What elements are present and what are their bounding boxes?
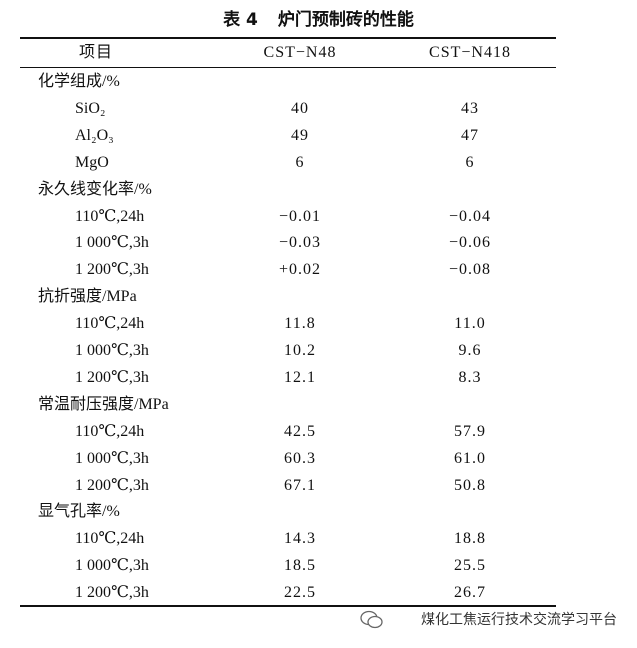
header-cell: 项目 bbox=[78, 44, 114, 61]
cell: 42.5 bbox=[284, 422, 316, 440]
row-label: MgO bbox=[75, 153, 109, 171]
cell: 57.9 bbox=[454, 422, 486, 440]
cell: 14.3 bbox=[284, 530, 316, 548]
cell: 60.3 bbox=[284, 449, 316, 467]
cell: 61.0 bbox=[454, 449, 486, 467]
wechat-icon bbox=[360, 610, 383, 629]
cell: 11.8 bbox=[284, 315, 316, 333]
cell: −0.04 bbox=[448, 207, 492, 225]
caption: 表 4 炉门预制砖的性能 bbox=[0, 10, 637, 30]
cell: +0.02 bbox=[278, 261, 322, 279]
cell: −0.06 bbox=[448, 234, 492, 252]
cell: 18.8 bbox=[454, 530, 486, 548]
row-label: 1 000℃,3h bbox=[75, 342, 149, 359]
cell: −0.08 bbox=[448, 261, 492, 279]
cell: 26.7 bbox=[454, 584, 486, 602]
cell: 22.5 bbox=[284, 584, 316, 602]
cell: 25.5 bbox=[454, 557, 486, 575]
cell: 47 bbox=[461, 126, 479, 144]
group-title: 永久线变化率/% bbox=[38, 180, 152, 198]
cell: −0.03 bbox=[278, 234, 322, 252]
row-label: 1 200℃,3h bbox=[75, 584, 149, 602]
row-label: 110℃,24h bbox=[75, 530, 145, 548]
row-label: 1 000℃,3h bbox=[75, 557, 149, 575]
row-label: 110℃,24h bbox=[75, 422, 145, 440]
row-label: Al₂O₃ bbox=[75, 126, 114, 144]
group-title: 化学组成/% bbox=[38, 73, 120, 90]
cell: 67.1 bbox=[284, 476, 316, 494]
cell: −0.01 bbox=[278, 207, 322, 225]
cell: 6 bbox=[465, 153, 475, 171]
cell: 8.3 bbox=[458, 368, 482, 386]
cell: 43 bbox=[461, 99, 479, 117]
group-title: 常温耐压强度/MPa bbox=[38, 395, 169, 413]
caption-label: 表 4 bbox=[223, 10, 258, 30]
header-rule bbox=[20, 67, 556, 68]
cell: 18.5 bbox=[284, 557, 316, 575]
group-title: 抗折强度/MPa bbox=[38, 288, 137, 306]
row-label: 110℃,24h bbox=[75, 207, 145, 225]
header-cell: CST−N48 bbox=[263, 44, 337, 61]
header-cell: CST−N418 bbox=[429, 44, 511, 61]
row-label: 1 000℃,3h bbox=[75, 234, 149, 252]
cell: 6 bbox=[295, 153, 305, 171]
row-label: 1 200℃,3h bbox=[75, 476, 149, 494]
bottom-rule bbox=[20, 605, 556, 607]
row-label: 110℃,24h bbox=[75, 315, 145, 333]
cell: 10.2 bbox=[284, 342, 316, 359]
caption-text: 炉门预制砖的性能 bbox=[277, 10, 414, 30]
watermark: 煤化工焦运行技术交流学习平台 bbox=[421, 612, 617, 628]
cell: 50.8 bbox=[454, 476, 486, 494]
top-rule bbox=[20, 37, 556, 39]
cell: 11.0 bbox=[454, 315, 486, 333]
row-label: 1 200℃,3h bbox=[75, 368, 149, 386]
cell: 49 bbox=[291, 126, 309, 144]
cell: 40 bbox=[291, 99, 309, 117]
group-title: 显气孔率/% bbox=[38, 503, 120, 521]
cell: 9.6 bbox=[458, 342, 482, 359]
cell: 12.1 bbox=[284, 368, 316, 386]
row-label: 1 200℃,3h bbox=[75, 261, 149, 279]
row-label: 1 000℃,3h bbox=[75, 449, 149, 467]
row-label: SiO₂ bbox=[75, 99, 106, 117]
